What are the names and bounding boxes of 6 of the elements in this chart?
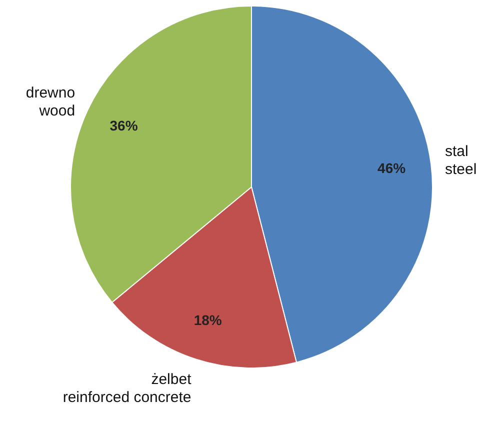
slice-label: drewno wood: [26, 84, 76, 120]
data-label: 18%: [194, 312, 222, 328]
slice-label: stal steel: [444, 143, 477, 178]
slice-label: żelbet reinforced concrete: [62, 371, 192, 406]
data-label: 36%: [110, 118, 138, 134]
data-label: 46%: [378, 160, 406, 176]
